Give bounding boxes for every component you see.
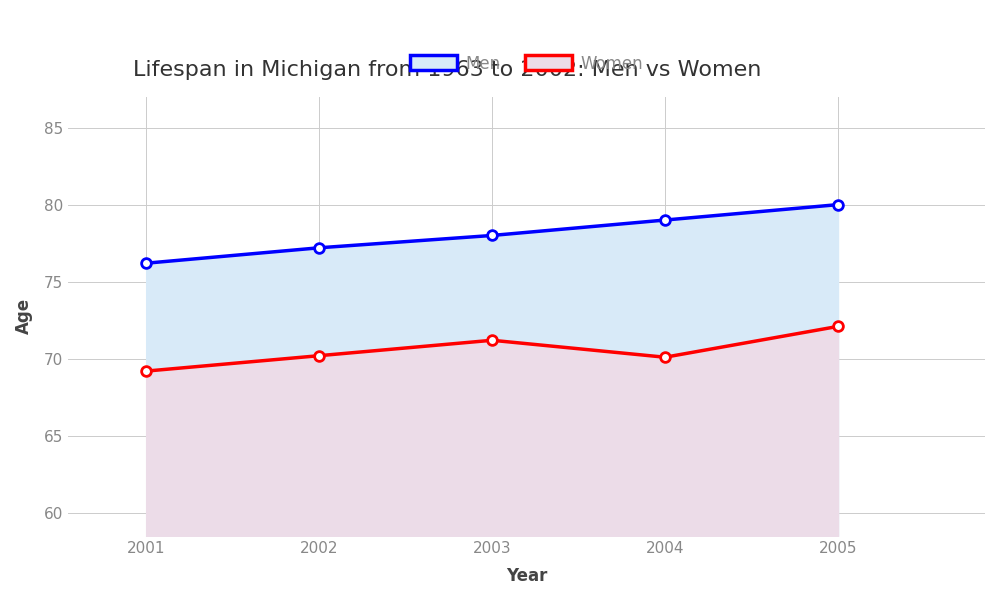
Y-axis label: Age: Age — [15, 298, 33, 334]
Text: Lifespan in Michigan from 1963 to 2002: Men vs Women: Lifespan in Michigan from 1963 to 2002: … — [133, 60, 761, 80]
X-axis label: Year: Year — [506, 567, 547, 585]
Legend: Men, Women: Men, Women — [404, 48, 650, 79]
